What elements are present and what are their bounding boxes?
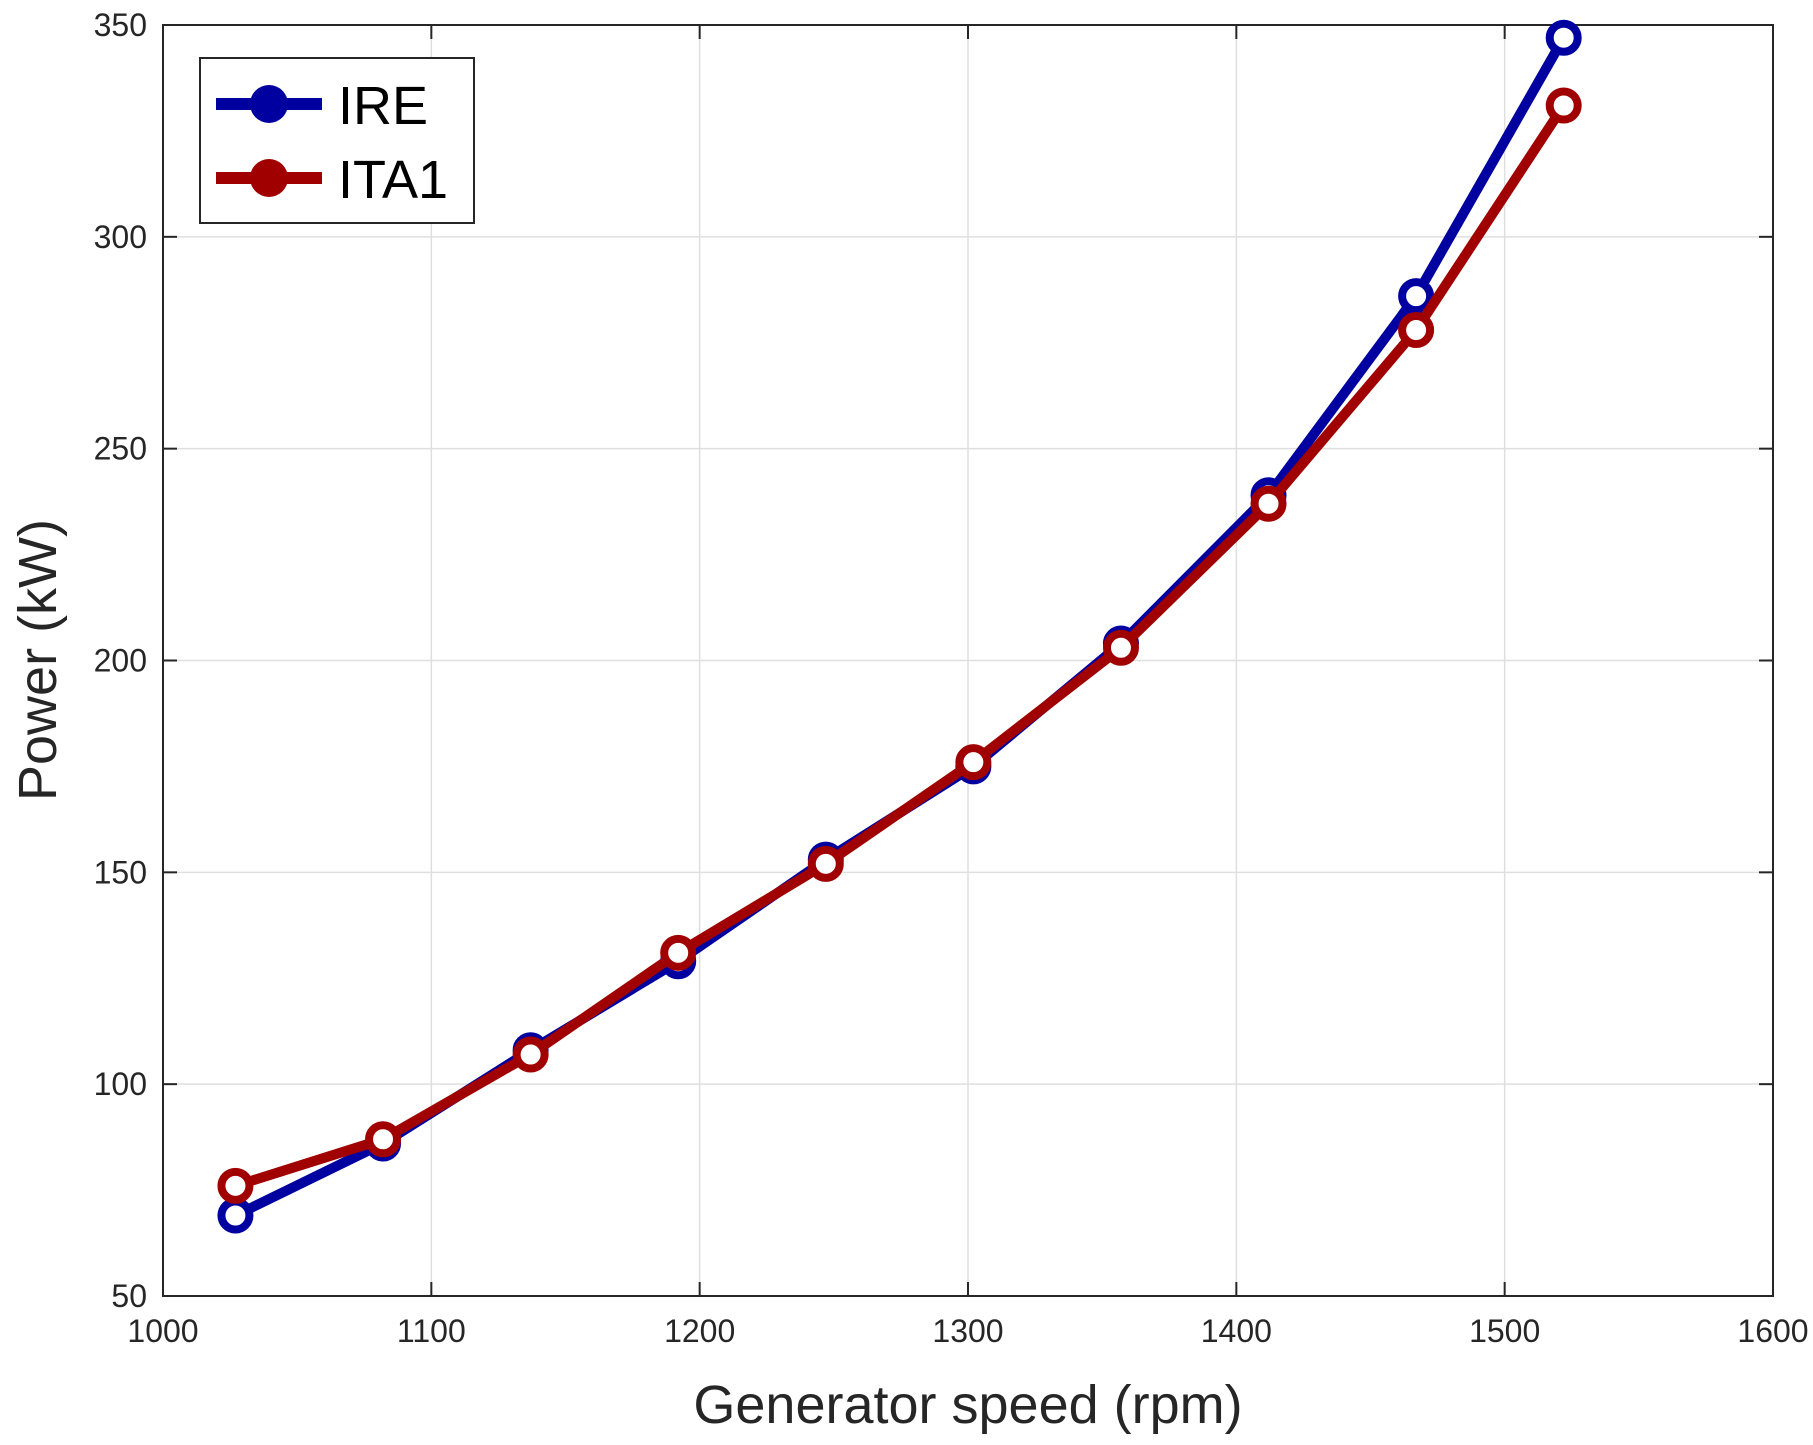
y-tick-label: 200	[94, 643, 147, 679]
y-axis-title: Power (kW)	[8, 519, 68, 801]
legend: IRE ITA1	[199, 57, 475, 224]
y-tick-label: 250	[94, 431, 147, 467]
data-point-ita1	[365, 1121, 402, 1158]
legend-label-ire: IRE	[338, 76, 428, 136]
y-tick-labels: 50 100 150 200 250 300 350	[94, 7, 147, 1314]
y-tick-label: 100	[94, 1066, 147, 1102]
axis-ticks	[162, 24, 1774, 1297]
data-point-ita1	[217, 1167, 254, 1204]
data-point-ita1	[1250, 485, 1287, 522]
data-point-ita1	[1102, 629, 1139, 666]
legend-marker-ita1	[250, 159, 288, 197]
data-point-ita1	[1398, 312, 1435, 349]
data-point-ire	[217, 1197, 254, 1234]
x-tick-label: 1200	[664, 1313, 735, 1349]
x-tick-labels: 1000 1100 1200 1300 1400 1500 1600	[127, 1313, 1808, 1349]
series-line-ita1	[230, 100, 1569, 1191]
x-axis-title: Generator speed (rpm)	[693, 1375, 1242, 1435]
legend-label-ita1: ITA1	[338, 150, 448, 210]
y-tick-label: 150	[94, 854, 147, 890]
x-tick-label: 1500	[1469, 1313, 1540, 1349]
x-tick-label: 1400	[1201, 1313, 1272, 1349]
x-tick-label: 1600	[1737, 1313, 1808, 1349]
x-tick-label: 1300	[932, 1313, 1003, 1349]
legend-marker-ire	[250, 85, 288, 123]
y-gridlines	[163, 236, 1773, 1085]
data-point-ita1	[807, 845, 844, 882]
data-point-ire	[1545, 19, 1582, 56]
data-point-ita1	[1545, 87, 1582, 124]
data-point-ita1	[660, 934, 697, 971]
series-ita1	[217, 87, 1582, 1204]
y-tick-label: 350	[94, 7, 147, 43]
x-tick-label: 1100	[397, 1313, 466, 1349]
series-layer	[217, 19, 1582, 1234]
legend-box	[199, 57, 475, 224]
data-point-ire	[1398, 278, 1435, 315]
x-tick-label: 1000	[127, 1313, 198, 1349]
data-point-ita1	[955, 744, 992, 781]
data-point-ita1	[512, 1036, 549, 1073]
y-tick-label: 50	[111, 1278, 147, 1314]
y-tick-label: 300	[94, 219, 147, 255]
